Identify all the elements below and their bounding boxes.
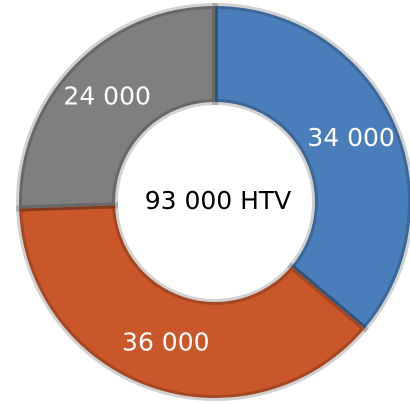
donut-segment [16, 202, 369, 401]
value-label: 36 000 [122, 328, 209, 357]
donut-segment [16, 2, 218, 212]
value-label: 34 000 [307, 123, 394, 152]
center-label: 93 000 HTV [145, 186, 292, 215]
donut-segment [212, 2, 410, 333]
value-label: 24 000 [63, 82, 150, 111]
